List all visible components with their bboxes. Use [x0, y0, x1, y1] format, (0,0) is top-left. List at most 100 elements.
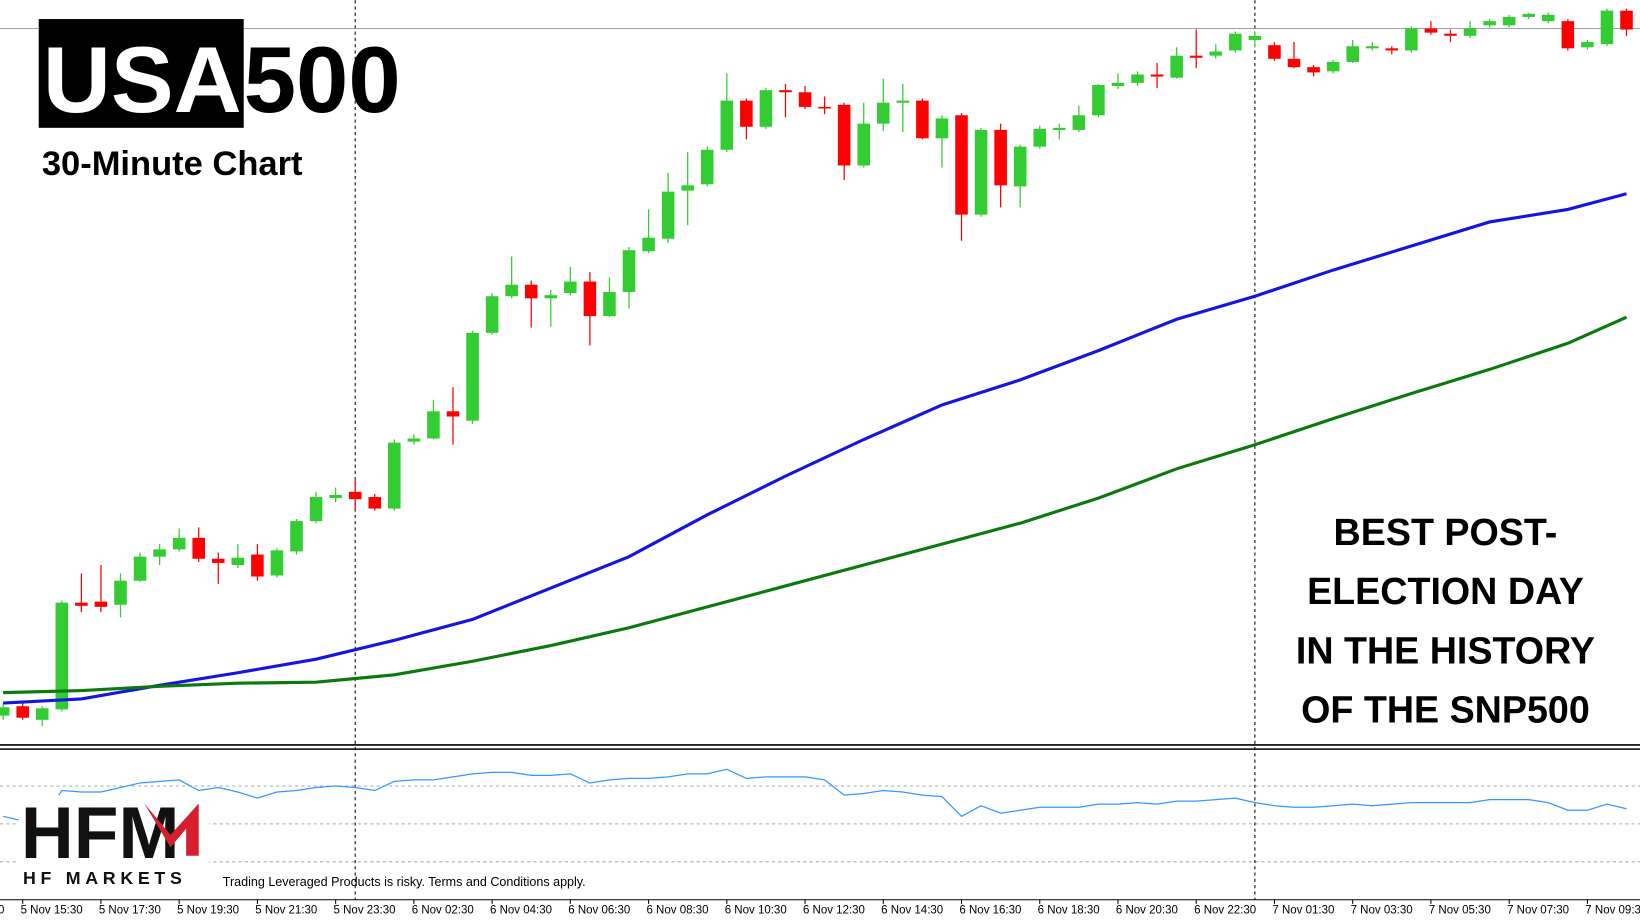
x-tick-label: 6 Nov 14:30 — [881, 904, 943, 916]
candle-body — [1405, 28, 1418, 51]
candle-body — [1444, 33, 1457, 36]
annotation-line: OF THE SNP500 — [1301, 688, 1590, 730]
x-tick-label: 7 Nov 03:30 — [1351, 904, 1413, 916]
candle-body — [1326, 61, 1340, 72]
candle-body — [1229, 33, 1242, 51]
candle-body — [407, 438, 421, 442]
disclaimer: Trading Leveraged Products is risky. Ter… — [223, 875, 586, 889]
title: 500 — [244, 27, 401, 132]
candle-body — [1053, 127, 1066, 130]
candle-body — [661, 191, 675, 239]
x-tick-label: 6 Nov 06:30 — [568, 904, 630, 916]
candle-body — [1502, 16, 1516, 26]
x-tick-label: 5 Nov 15:30 — [21, 904, 83, 916]
x-tick-label: 5 Nov 21:30 — [255, 904, 317, 916]
candle-body — [1150, 74, 1164, 77]
candle-body — [368, 497, 382, 509]
candle-body — [779, 90, 792, 93]
title-highlight-box — [38, 19, 244, 128]
candle-body — [1209, 51, 1223, 56]
x-tick-label: 6 Nov 16:30 — [959, 904, 1021, 916]
candle-body — [524, 284, 538, 299]
candle-body — [837, 104, 851, 166]
oscillator-line — [2, 768, 1627, 822]
candle-body — [642, 237, 655, 252]
moving-average-line — [3, 315, 1628, 695]
candle-body — [1522, 13, 1535, 17]
x-tick-label: 6 Nov 02:30 — [412, 904, 474, 916]
candle-body — [818, 106, 831, 109]
title-highlight: USA — [43, 27, 242, 132]
candle-body — [1072, 115, 1086, 130]
candle-body — [564, 281, 577, 294]
annotation-line: IN THE HISTORY — [1296, 629, 1595, 671]
candle-body — [192, 537, 205, 559]
candle-body — [916, 100, 929, 139]
candle-body — [974, 129, 988, 215]
candle-body — [544, 295, 558, 299]
candle-body — [75, 602, 88, 606]
x-tick-label: 6 Nov 18:30 — [1038, 904, 1100, 916]
candle-body — [35, 708, 49, 720]
candle-body — [1111, 82, 1125, 86]
candle-body — [1013, 146, 1027, 187]
candle-body — [603, 292, 616, 317]
candle-body — [857, 123, 870, 166]
candle-body — [172, 537, 186, 550]
candle-body — [1268, 45, 1281, 59]
x-tick-label: 6 Nov 12:30 — [803, 904, 865, 916]
candle-body — [329, 494, 342, 499]
candle-body — [1483, 21, 1496, 26]
candle-body — [935, 118, 949, 139]
candle-body — [231, 557, 245, 566]
candle-body — [466, 332, 479, 421]
candle-body — [720, 100, 734, 150]
candle-body — [1287, 58, 1301, 68]
candle-body — [1463, 28, 1477, 36]
candle-body — [1620, 10, 1633, 30]
x-tick-label: 6 Nov 10:30 — [725, 904, 787, 916]
x-tick-label: 7 Nov 09:30 — [1585, 904, 1640, 916]
logo-accent — [144, 803, 199, 856]
subtitle: 30-Minute Chart — [42, 145, 303, 183]
candle-body — [955, 115, 968, 215]
candle-body — [759, 90, 773, 127]
candle-body — [212, 558, 225, 563]
candle-body — [700, 149, 714, 185]
candle-body — [1600, 10, 1614, 45]
annotation-line: BEST POST- — [1334, 511, 1558, 553]
candle-body — [114, 580, 127, 605]
candle-body — [427, 411, 440, 439]
candle-body — [55, 602, 69, 710]
candle-body — [133, 556, 147, 581]
x-tick-label: 5 Nov 23:30 — [334, 904, 396, 916]
candle-body — [622, 250, 636, 293]
candle-body — [1346, 46, 1359, 62]
logo-background — [18, 795, 210, 892]
candle-body — [1561, 21, 1575, 49]
candle-body — [251, 554, 264, 577]
candle-body — [1385, 48, 1399, 51]
candle-body — [0, 707, 10, 716]
candle-body — [1581, 42, 1594, 48]
candle-body — [1424, 28, 1438, 33]
x-tick-label: 7 Nov 05:30 — [1429, 904, 1491, 916]
candle-body — [1189, 55, 1203, 58]
logo-mark: HFM — [21, 792, 180, 874]
candle-body — [877, 102, 890, 124]
candle-body — [446, 411, 460, 417]
candle-body — [740, 100, 753, 127]
candle-body — [290, 521, 303, 552]
candle-body — [681, 185, 694, 191]
x-tick-label: 6 Nov 08:30 — [646, 904, 708, 916]
x-tick-label: 6 Nov 04:30 — [490, 904, 552, 916]
candle-body — [309, 497, 323, 522]
candle-body — [1541, 14, 1555, 22]
candle-body — [485, 296, 499, 333]
candle-body — [388, 442, 401, 509]
x-tick-label: 7 Nov 07:30 — [1507, 904, 1569, 916]
x-tick-label: 6 Nov 20:30 — [1116, 904, 1178, 916]
candle-body — [1248, 35, 1262, 40]
